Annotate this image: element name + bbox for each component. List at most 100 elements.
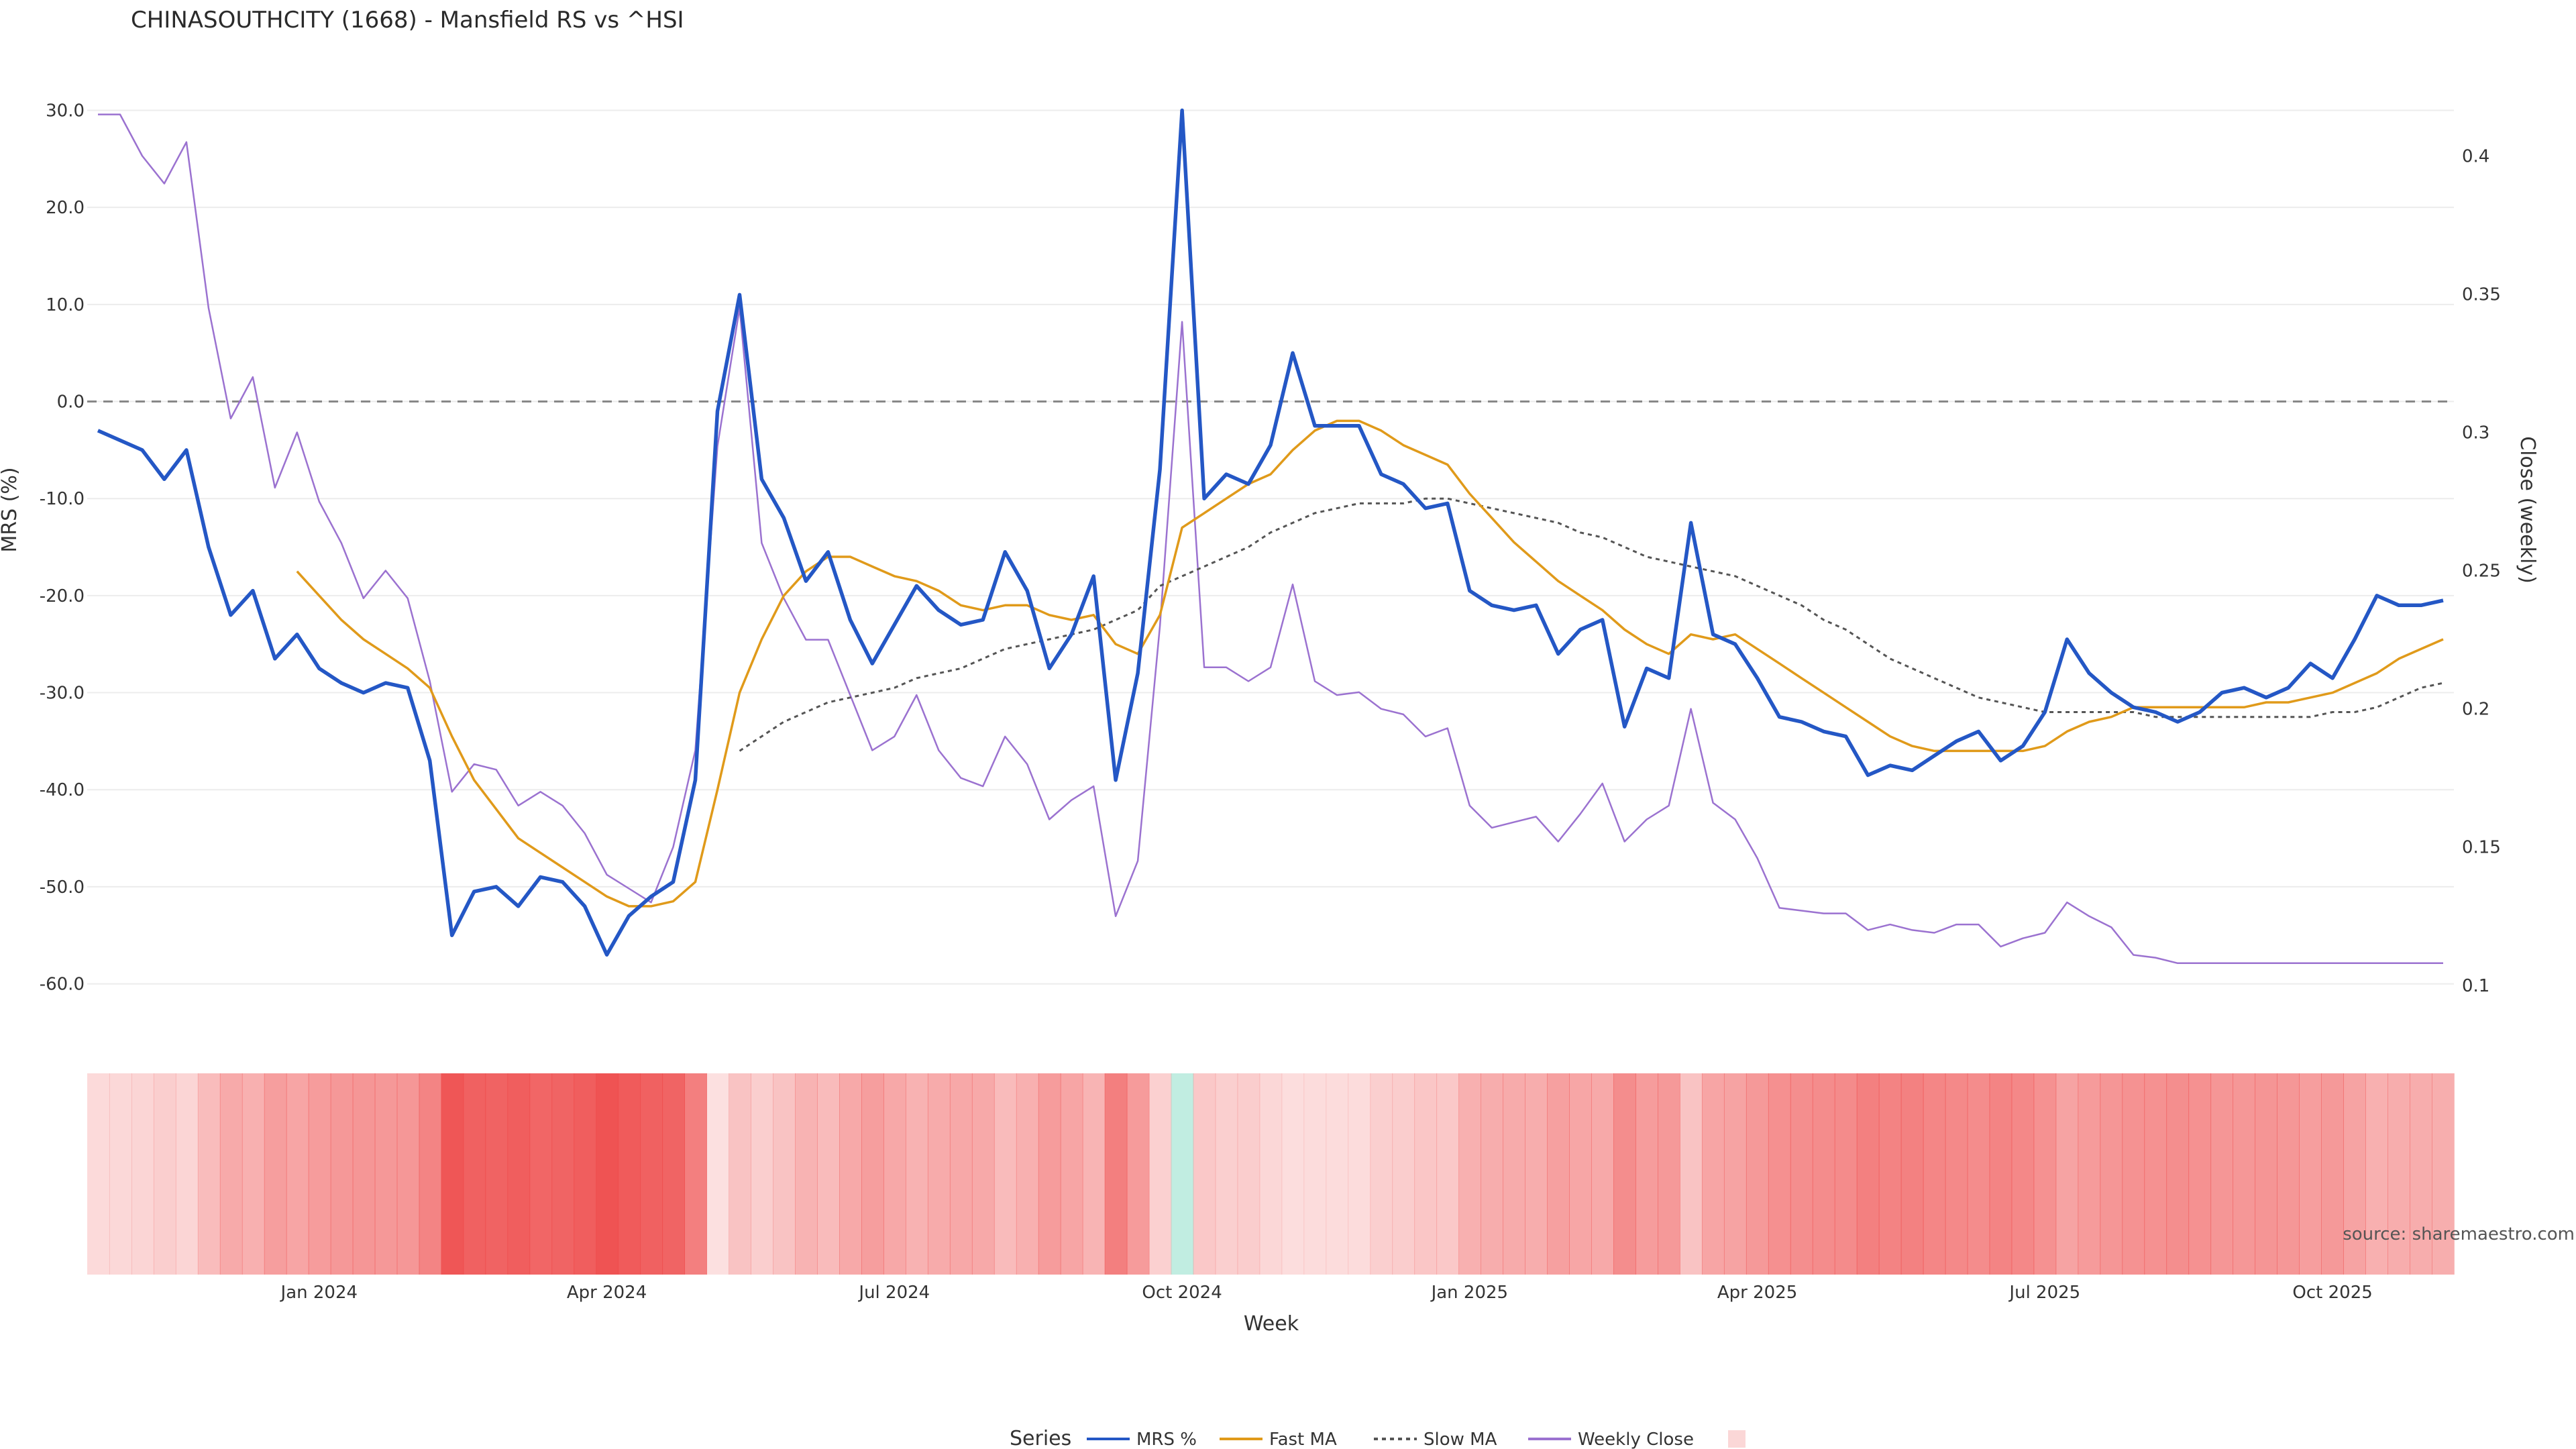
heatmap-cell [1746,1073,1769,1275]
heatmap-cell [441,1073,464,1275]
heatmap-cell [1016,1073,1039,1275]
heatmap-cell [1215,1073,1238,1275]
heatmap-cell [1436,1073,1460,1275]
legend-title: Series [1010,1427,1071,1449]
heatmap-cell [2321,1073,2344,1275]
y-left-tick-label: -50.0 [40,877,85,898]
y-right-tick-label: 0.2 [2462,700,2489,720]
heatmap-cell [949,1073,973,1275]
x-tick-label: Jan 2024 [280,1283,358,1303]
heatmap-cell [1591,1073,1614,1275]
y-right-tick-label: 0.35 [2462,284,2501,305]
heatmap-cell [1148,1073,1172,1275]
heatmap-cell [2122,1073,2145,1275]
heatmap-cell [374,1073,398,1275]
heatmap-cell [1635,1073,1658,1275]
grid-lines [87,109,2454,985]
y-left-tick-label: 0.0 [57,392,85,413]
heatmap-cell [2166,1073,2190,1275]
heatmap-cell [396,1073,420,1275]
legend-heatmap-swatch [1728,1430,1746,1448]
heatmap-cell [971,1073,995,1275]
heatmap-cell [729,1073,751,1275]
heatmap-cell [1989,1073,2012,1275]
heatmap-cell [1303,1073,1327,1275]
heatmap-cell [596,1073,619,1275]
y-left-tick-label: -60.0 [40,975,85,995]
heatmap-cell [1658,1073,1680,1275]
heatmap-cell [574,1073,597,1275]
legend-label: Fast MA [1269,1430,1337,1449]
heatmap-cell [153,1073,176,1275]
heatmap-cell [1414,1073,1438,1275]
heatmap-cell [1237,1073,1260,1275]
heatmap-cell [109,1073,132,1275]
y-left-tick-label: 10.0 [46,295,85,315]
legend-label: Weekly Close [1578,1430,1694,1449]
heatmap-cell [2343,1073,2366,1275]
heatmap-cell [1613,1073,1636,1275]
heatmap-cell [662,1073,686,1275]
heatmap-cell [883,1073,906,1275]
heatmap-cell [861,1073,884,1275]
heatmap-cell [419,1073,442,1275]
heatmap-cell [308,1073,331,1275]
heatmap-cell [1082,1073,1106,1275]
heatmap-cell [1967,1073,1990,1275]
heatmap-cell [640,1073,663,1275]
heatmap-cell [1723,1073,1747,1275]
heatmap-cell [1547,1073,1570,1275]
x-tick-label: Jul 2024 [857,1283,930,1303]
series-line-fast-ma [296,419,2444,908]
y-right-tick-label: 0.1 [2462,976,2489,996]
heatmap-cell [2011,1073,2035,1275]
heatmap-cell [2277,1073,2300,1275]
heatmap-cell [463,1073,486,1275]
y-axis-left-title: MRS (%) [0,467,21,552]
y-right-tick-label: 0.3 [2462,423,2489,443]
x-tick-label: Jul 2025 [2008,1283,2080,1303]
heatmap-cell [1281,1073,1305,1275]
heatmap-cell [1790,1073,1813,1275]
heatmap-cell [1569,1073,1592,1275]
heatmap-cell [264,1073,287,1275]
heatmap-cell [2410,1073,2432,1275]
heatmap-cell [131,1073,154,1275]
heatmap-cell [2100,1073,2123,1275]
series-line-weekly-close [98,113,2443,965]
heatmap-cell [2432,1073,2455,1275]
heatmap-cell [1812,1073,1835,1275]
heatmap-cell [1259,1073,1283,1275]
heatmap-strip [87,1073,2455,1275]
heatmap-cell [1481,1073,1504,1275]
heatmap-cell [706,1073,729,1275]
heatmap-cell [1370,1073,1393,1275]
heatmap-cell [2144,1073,2167,1275]
y-right-tick-label: 0.4 [2462,146,2489,166]
heatmap-cell [905,1073,928,1275]
axes: 30.0 20.0 10.0 0.0 -10.0 -20.0 -30.0 -40.0 -50.0… [40,101,2501,1303]
y-left-tick-label: 20.0 [46,198,85,218]
heatmap-cell [1193,1073,1216,1275]
heatmap-cell [1060,1073,1083,1275]
heatmap-cell [684,1073,708,1275]
heatmap-cell [241,1073,265,1275]
heatmap-cell [773,1073,796,1275]
y-left-tick-label: -40.0 [40,780,85,800]
heatmap-cell [219,1073,243,1275]
heatmap-cell [507,1073,531,1275]
y-left-tick-label: -20.0 [40,586,85,606]
y-right-tick-label: 0.15 [2462,838,2501,858]
heatmap-cell [1701,1073,1725,1275]
heatmap-cell [1326,1073,1349,1275]
heatmap-cell [1878,1073,1902,1275]
heatmap-cell [2365,1073,2388,1275]
heatmap-cell [2210,1073,2234,1275]
heatmap-cell [1768,1073,1791,1275]
heatmap-cell [994,1073,1017,1275]
x-axis-title: Week [1244,1312,1299,1336]
heatmap-cell [1104,1073,1128,1275]
heatmap-cell [87,1073,110,1275]
heatmap-cell [1458,1073,1482,1275]
legend-label: MRS % [1136,1430,1197,1449]
